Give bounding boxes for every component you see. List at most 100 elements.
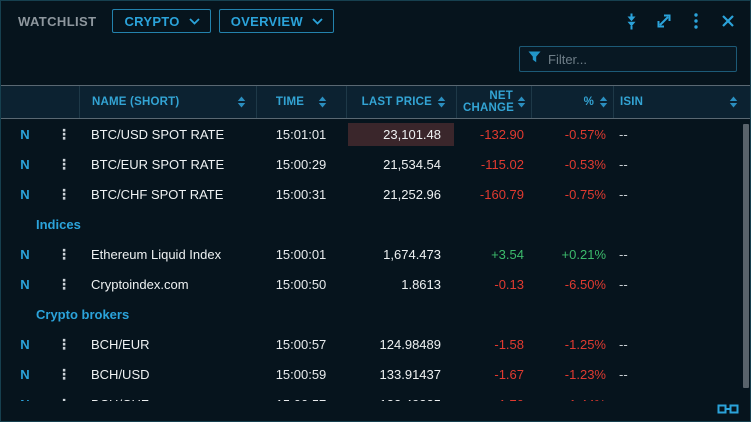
group-row[interactable]: Crypto brokers xyxy=(1,299,750,329)
col-label: % xyxy=(583,96,594,108)
news-flag: N xyxy=(20,336,30,352)
last-price: 132.49325 xyxy=(348,393,454,402)
col-header-net-change[interactable]: NET CHANGE xyxy=(456,86,531,118)
row-menu-icon[interactable] xyxy=(57,127,71,141)
table-row[interactable]: N BTC/CHF SPOT RATE 15:00:31 21,252.96 -… xyxy=(1,179,750,209)
percent-change: -0.75% xyxy=(564,186,606,202)
table-body: N BTC/USD SPOT RATE 15:01:01 23,101.48 -… xyxy=(1,119,750,401)
percent-change: -0.57% xyxy=(564,126,606,142)
window-footer xyxy=(1,399,750,421)
watchlist-select-label: CRYPTO xyxy=(124,13,180,29)
close-icon[interactable] xyxy=(719,13,736,30)
isin-value: -- xyxy=(619,336,628,352)
trade-time: 15:01:01 xyxy=(275,126,327,142)
watchlist-select-dropdown[interactable]: CRYPTO xyxy=(112,9,211,33)
table-row[interactable]: N BTC/USD SPOT RATE 15:01:01 23,101.48 -… xyxy=(1,119,750,149)
row-menu-icon[interactable] xyxy=(57,337,71,351)
percent-change: -0.53% xyxy=(564,156,606,172)
view-select-dropdown[interactable]: OVERVIEW xyxy=(218,9,334,33)
percent-change: -6.50% xyxy=(564,276,606,292)
table-row[interactable]: N BCH/CHF 15:00:57 132.49325 -1.70 -1.44… xyxy=(1,389,750,402)
row-menu-icon[interactable] xyxy=(57,277,71,291)
col-label: NAME (SHORT) xyxy=(92,96,180,108)
filter-funnel-icon xyxy=(528,50,548,68)
trade-time: 15:00:50 xyxy=(275,276,327,292)
row-menu-icon[interactable] xyxy=(57,187,71,201)
row-menu-icon[interactable] xyxy=(57,367,71,381)
sort-icon xyxy=(729,96,738,108)
expand-icon[interactable] xyxy=(655,13,672,30)
table-row[interactable]: N BTC/EUR SPOT RATE 15:00:29 21,534.54 -… xyxy=(1,149,750,179)
filter-box[interactable] xyxy=(519,46,737,72)
col-header-flag xyxy=(1,86,49,118)
vertical-scrollbar[interactable] xyxy=(742,119,750,401)
news-flag: N xyxy=(20,366,30,382)
instrument-name: BTC/USD SPOT RATE xyxy=(91,126,225,142)
col-label: LAST PRICE xyxy=(361,96,432,108)
news-flag: N xyxy=(20,156,30,172)
group-label: Indices xyxy=(36,216,81,232)
net-change: -115.02 xyxy=(480,156,524,172)
table-row[interactable]: N Cryptoindex.com 15:00:50 1.8613 -0.13 … xyxy=(1,269,750,299)
instrument-name: BCH/EUR xyxy=(91,336,150,352)
net-change: -1.58 xyxy=(494,336,524,352)
isin-value: -- xyxy=(613,389,750,402)
kebab-menu-icon[interactable] xyxy=(687,13,704,30)
row-menu-icon[interactable] xyxy=(57,247,71,261)
table-row[interactable]: N BCH/EUR 15:00:57 124.98489 -1.58 -1.25… xyxy=(1,329,750,359)
instrument-name: BTC/CHF SPOT RATE xyxy=(91,186,224,202)
news-flag: N xyxy=(20,246,30,262)
col-header-name[interactable]: NAME (SHORT) xyxy=(79,86,256,118)
isin-value: -- xyxy=(619,246,628,262)
title-bar: WATCHLIST CRYPTO OVERVIEW xyxy=(1,1,750,41)
filter-input[interactable] xyxy=(548,51,728,67)
table-row[interactable]: N BCH/USD 15:00:59 133.91437 -1.67 -1.23… xyxy=(1,359,750,389)
news-flag: N xyxy=(20,186,30,202)
filter-bar xyxy=(1,41,750,85)
net-change: +3.54 xyxy=(491,246,524,262)
instrument-name: Ethereum Liquid Index xyxy=(91,246,222,262)
col-header-percent[interactable]: % xyxy=(531,86,613,118)
trade-time: 15:00:57 xyxy=(256,389,346,402)
col-header-menu xyxy=(49,86,79,118)
last-price: 124.98489 xyxy=(379,336,441,352)
sort-icon xyxy=(437,96,446,108)
news-flag: N xyxy=(20,126,30,142)
row-menu-icon[interactable] xyxy=(57,157,71,171)
col-header-last-price[interactable]: LAST PRICE xyxy=(346,86,456,118)
sort-icon xyxy=(517,96,526,108)
percent-change: -1.23% xyxy=(564,366,606,382)
isin-value: -- xyxy=(619,366,628,382)
group-label: Crypto brokers xyxy=(36,306,130,322)
col-header-time[interactable]: TIME xyxy=(256,86,346,118)
table-header: NAME (SHORT) TIME LAST PRICE NET CHANGE … xyxy=(1,85,750,119)
collapse-vertical-icon[interactable] xyxy=(623,13,640,30)
sort-icon xyxy=(318,96,327,108)
last-price: 1,674.473 xyxy=(383,246,441,262)
news-flag: N xyxy=(20,397,29,402)
col-header-isin[interactable]: ISIN xyxy=(613,86,750,118)
isin-value: -- xyxy=(619,156,628,172)
isin-value: -- xyxy=(619,276,628,292)
instrument-name: Cryptoindex.com xyxy=(91,276,189,292)
trade-time: 15:00:59 xyxy=(275,366,327,382)
trade-time: 15:00:01 xyxy=(275,246,327,262)
instrument-name: BCH/USD xyxy=(91,366,150,382)
sort-icon xyxy=(599,96,608,108)
percent-change: -1.25% xyxy=(564,336,606,352)
table-row[interactable]: N Ethereum Liquid Index 15:00:01 1,674.4… xyxy=(1,239,750,269)
percent-change: +0.21% xyxy=(561,246,606,262)
sort-icon xyxy=(237,96,246,108)
col-label: NET CHANGE xyxy=(463,89,515,114)
net-change: -1.70 xyxy=(456,389,531,402)
group-row[interactable]: Indices xyxy=(1,209,750,239)
view-select-label: OVERVIEW xyxy=(230,13,303,29)
col-label: ISIN xyxy=(620,96,644,108)
instrument-name: BTC/EUR SPOT RATE xyxy=(91,156,225,172)
last-price: 23,101.48 xyxy=(348,122,454,146)
last-price: 21,252.96 xyxy=(383,186,441,202)
rows-container: N BTC/USD SPOT RATE 15:01:01 23,101.48 -… xyxy=(1,119,750,401)
link-channels-icon[interactable] xyxy=(717,402,739,416)
scrollbar-thumb[interactable] xyxy=(743,124,749,388)
